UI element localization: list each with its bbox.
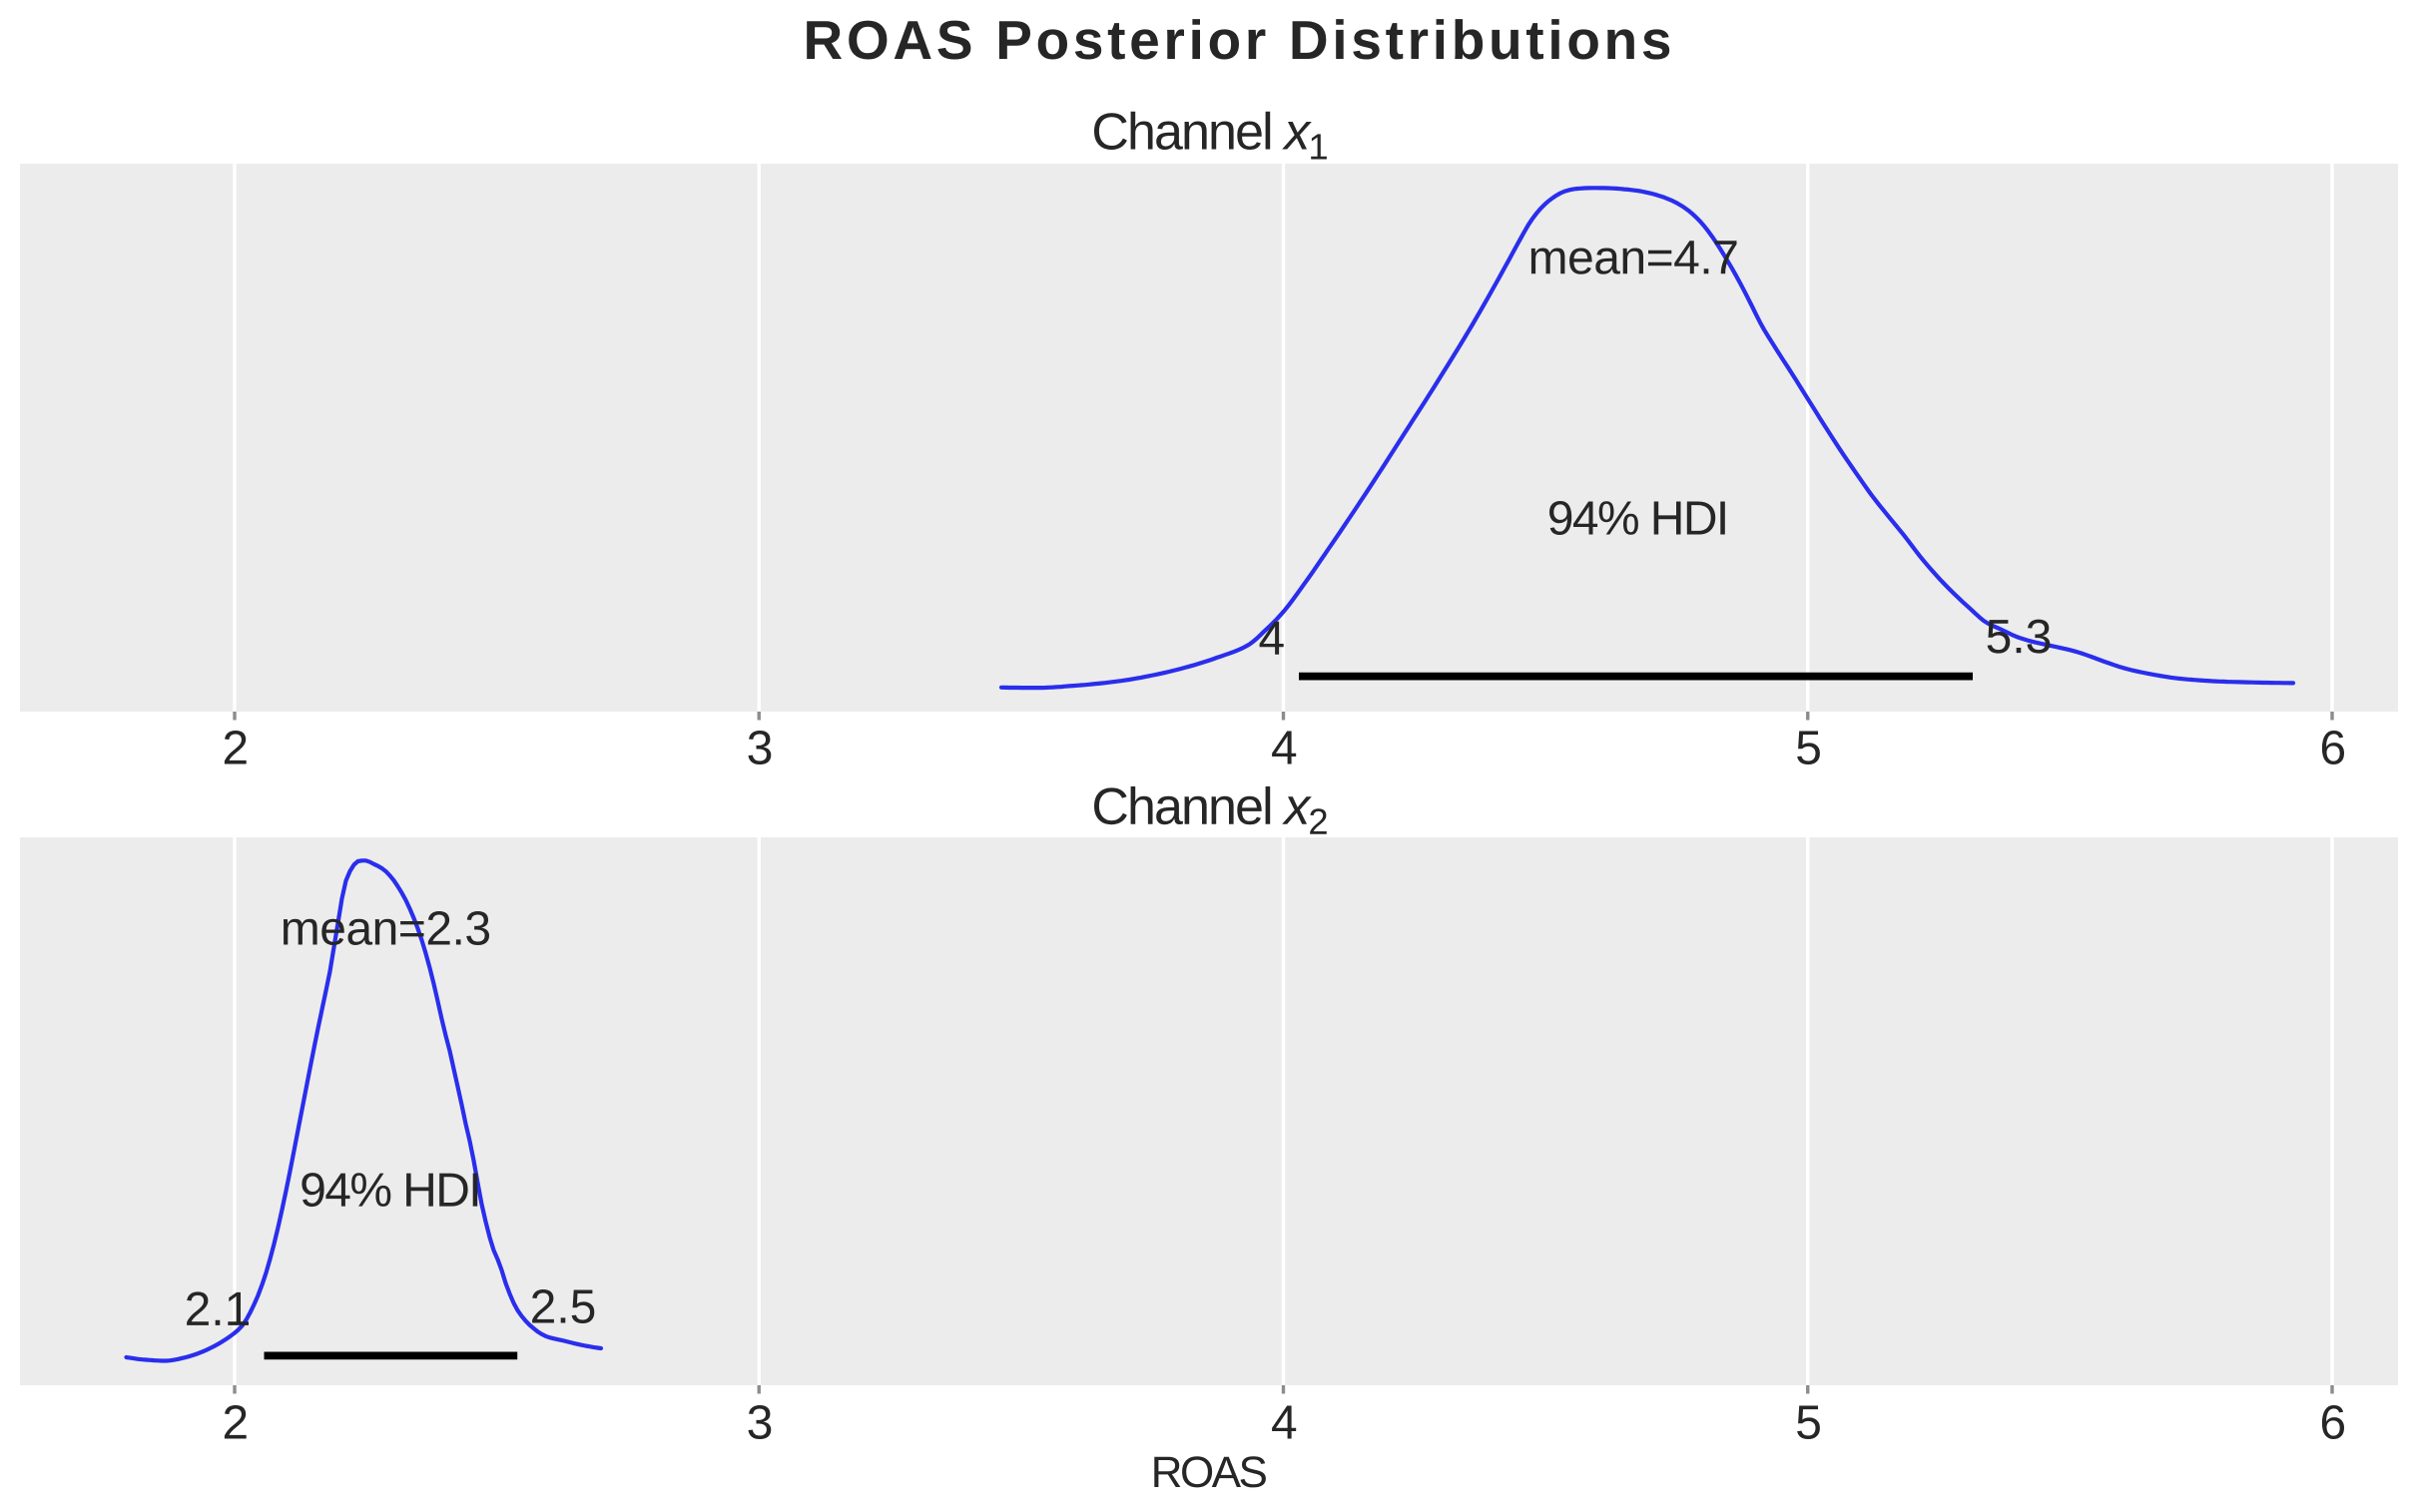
svg-text:5: 5 <box>1794 723 1821 775</box>
svg-text:Channel x2: Channel x2 <box>1078 778 1341 836</box>
svg-text:94% HDI: 94% HDI <box>295 1165 486 1218</box>
svg-text:2: 2 <box>222 1397 249 1450</box>
svg-text:3: 3 <box>746 1397 773 1450</box>
svg-text:mean=2.3: mean=2.3 <box>279 903 493 956</box>
svg-text:ROAS: ROAS <box>1147 1448 1272 1497</box>
svg-text:6: 6 <box>2319 1397 2346 1450</box>
svg-text:4: 4 <box>1270 1397 1297 1450</box>
svg-text:94% HDI: 94% HDI <box>1542 493 1734 546</box>
svg-text:3: 3 <box>746 723 773 775</box>
svg-text:6: 6 <box>2319 723 2346 775</box>
svg-text:2.5: 2.5 <box>530 1281 597 1334</box>
svg-text:ROAS Posterior Distributions: ROAS Posterior Distributions <box>853 9 1621 71</box>
svg-text:4: 4 <box>1270 723 1297 775</box>
svg-text:2.1: 2.1 <box>185 1283 252 1336</box>
svg-text:5: 5 <box>1794 1397 1821 1450</box>
svg-text:4: 4 <box>1258 613 1285 666</box>
svg-text:2: 2 <box>222 723 249 775</box>
svg-text:mean=4.7: mean=4.7 <box>1526 232 1741 284</box>
svg-text:5.3: 5.3 <box>1986 611 2053 664</box>
svg-text:Channel x1: Channel x1 <box>1078 104 1341 162</box>
